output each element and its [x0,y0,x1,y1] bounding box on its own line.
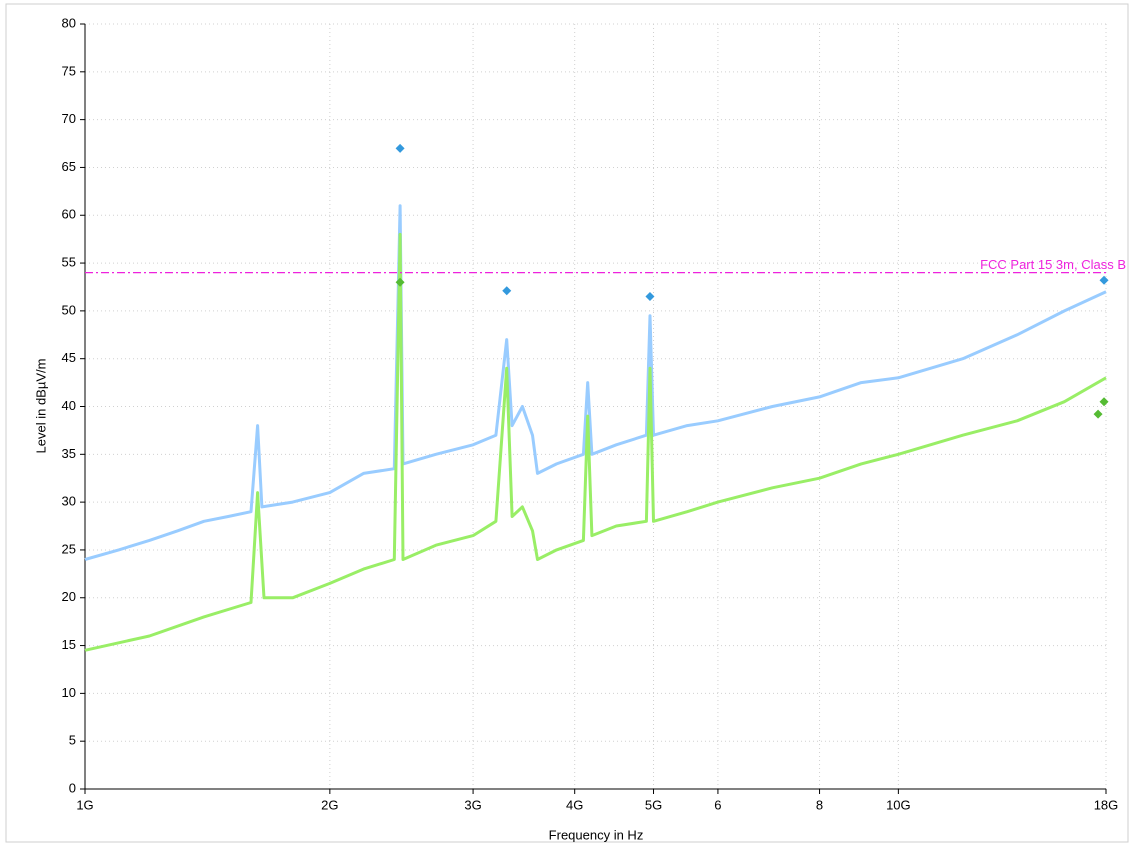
trace [84,204,1107,561]
marker [502,286,512,296]
y-tick-label: 30 [62,494,76,509]
y-tick-label: 65 [62,159,76,174]
y-tick-label: 50 [62,302,76,317]
y-tick-label: 0 [69,780,76,795]
y-tick-label: 35 [62,446,76,461]
x-tick-label: 18G [1094,797,1119,812]
marker [395,277,405,287]
y-tick-label: 15 [62,637,76,652]
x-tick-label: 10G [886,797,911,812]
marker [395,143,405,153]
y-tick-label: 75 [62,63,76,78]
limit-label: FCC Part 15 3m, Class B [980,257,1126,272]
trace [84,232,1107,652]
marker [1099,397,1109,407]
y-tick-label: 55 [62,255,76,270]
x-tick-label: 3G [464,797,481,812]
y-tick-label: 40 [62,398,76,413]
x-axis-label: Frequency in Hz [549,827,644,842]
x-tick-label: 1G [76,797,93,812]
frame [5,3,1129,843]
y-tick-label: 10 [62,685,76,700]
x-tick-label: 5G [645,797,662,812]
y-tick-label: 70 [62,111,76,126]
y-tick-label: 25 [62,541,76,556]
y-axis-label: Level in dBµV/m [33,359,48,454]
x-tick-label: 6 [714,797,721,812]
y-tick-label: 45 [62,350,76,365]
marker [1093,409,1103,419]
y-tick-label: 80 [62,15,76,30]
marker [1099,275,1109,285]
x-tick-label: 8 [816,797,823,812]
y-tick-label: 60 [62,207,76,222]
x-tick-label: 4G [566,797,583,812]
x-tick-label: 2G [321,797,338,812]
y-tick-label: 20 [62,589,76,604]
marker [645,292,655,302]
y-tick-label: 5 [69,733,76,748]
